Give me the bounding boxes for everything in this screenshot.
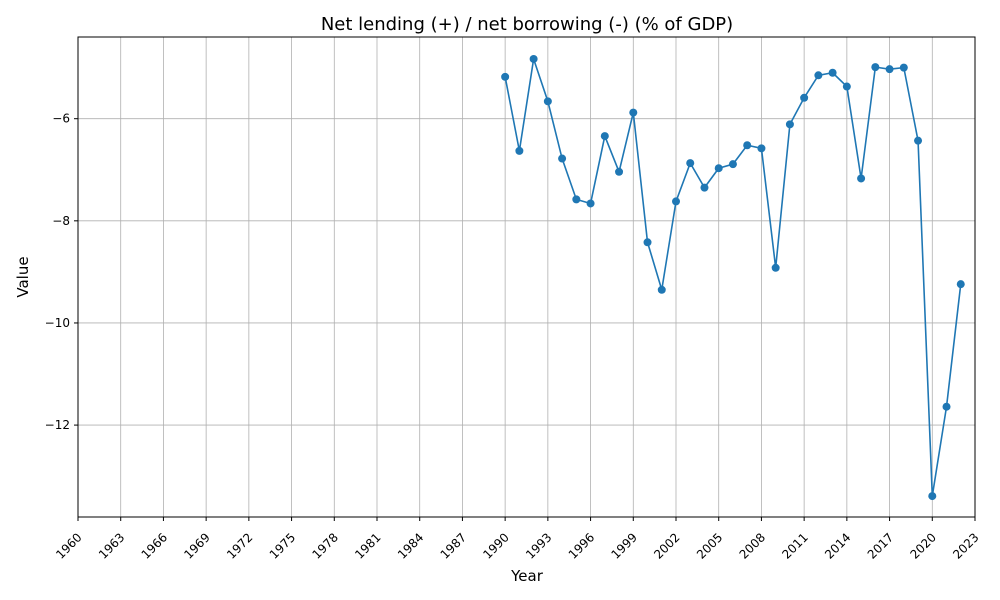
data-point — [857, 174, 866, 183]
data-point — [600, 132, 609, 141]
data-point — [586, 199, 595, 208]
chart-title: Net lending (+) / net borrowing (-) (% o… — [321, 14, 733, 35]
y-tick-label: −6 — [52, 112, 70, 126]
x-tick-label: 2008 — [737, 530, 768, 561]
x-tick-label: 1999 — [608, 530, 639, 561]
x-tick-label: 1963 — [96, 530, 127, 561]
data-point — [700, 183, 709, 192]
x-tick-label: 1966 — [139, 530, 170, 561]
x-tick-label: 1984 — [395, 530, 426, 561]
data-point — [828, 68, 837, 77]
data-point — [871, 63, 880, 72]
data-point — [657, 285, 666, 294]
data-point — [501, 72, 510, 81]
data-point — [785, 120, 794, 129]
x-tick-label: 1981 — [352, 530, 383, 561]
data-point — [885, 65, 894, 74]
x-tick-label: 1978 — [309, 530, 340, 561]
x-tick-label: 1960 — [53, 530, 84, 561]
data-point — [914, 136, 923, 145]
data-point — [615, 167, 624, 176]
data-point — [714, 164, 723, 173]
data-point — [672, 197, 680, 206]
x-tick-label: 1990 — [480, 530, 511, 561]
data-point — [529, 54, 538, 63]
x-tick-label: 1972 — [224, 530, 255, 561]
axis-ticks: 1960 1963 1966 1969 1972 1975 1978 1981 1984 1987… — [45, 112, 982, 562]
x-tick-label: 2002 — [651, 530, 682, 561]
data-point — [842, 82, 851, 91]
x-tick-label: 1993 — [523, 530, 554, 561]
y-tick-label: −12 — [45, 418, 70, 432]
data-point — [757, 144, 766, 153]
data-point — [728, 160, 737, 169]
x-tick-label: 2011 — [779, 530, 810, 561]
data-point — [956, 280, 965, 289]
x-tick-label: 2020 — [907, 530, 938, 561]
data-point — [743, 141, 752, 150]
data-point — [928, 492, 937, 501]
x-tick-label: 1975 — [267, 530, 298, 561]
data-point — [899, 63, 908, 72]
x-axis-label: Year — [510, 567, 544, 585]
data-point — [800, 93, 809, 102]
data-series — [501, 54, 965, 501]
series-line — [504, 58, 962, 497]
x-tick-label: 2023 — [950, 530, 981, 561]
plot-frame — [77, 36, 976, 518]
data-point — [686, 159, 695, 168]
y-axis-label: Value — [14, 256, 32, 297]
x-tick-label: 2005 — [694, 530, 725, 561]
data-point — [942, 402, 951, 411]
data-point — [629, 108, 638, 117]
data-point — [572, 195, 581, 204]
data-point — [643, 238, 652, 247]
data-point — [558, 154, 567, 163]
data-point — [515, 146, 524, 155]
x-tick-label: 2014 — [822, 530, 853, 561]
data-point — [814, 71, 823, 80]
x-tick-label: 1969 — [181, 530, 212, 561]
x-tick-label: 1996 — [566, 530, 597, 561]
data-point — [771, 263, 780, 272]
data-point — [543, 97, 552, 106]
x-tick-label: 2017 — [865, 530, 896, 561]
y-tick-label: −8 — [52, 214, 70, 228]
x-tick-label: 1987 — [438, 530, 469, 561]
y-tick-label: −10 — [45, 316, 70, 330]
